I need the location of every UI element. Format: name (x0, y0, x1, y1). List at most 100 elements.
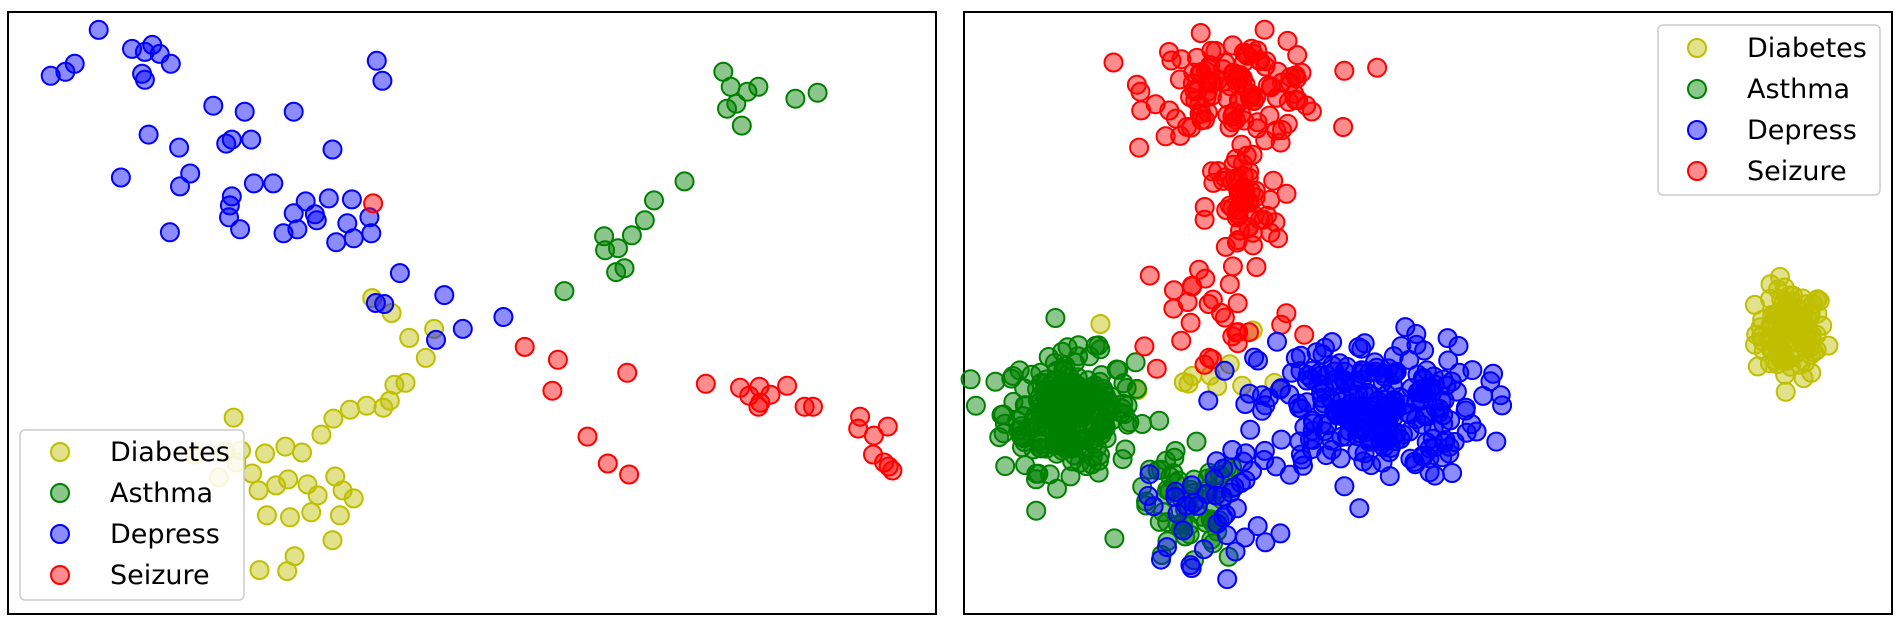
point-seizure (794, 396, 815, 417)
point-asthma (807, 82, 828, 103)
point-depress (159, 222, 180, 243)
point-depress (1139, 464, 1160, 485)
point-seizure (1246, 257, 1267, 277)
point-seizure (1155, 126, 1176, 147)
point-seizure (1146, 358, 1167, 379)
point-asthma (674, 171, 695, 192)
point-depress (234, 101, 255, 122)
point-seizure (1190, 23, 1211, 43)
point-seizure (1286, 68, 1307, 89)
point-depress (1214, 360, 1235, 381)
point-asthma (1059, 367, 1080, 388)
legend-label-diabetes: Diabetes (110, 437, 230, 468)
point-depress (1407, 364, 1428, 385)
point-depress (1225, 541, 1246, 562)
point-asthma (1157, 531, 1178, 552)
point-depress (1193, 539, 1214, 560)
point-asthma (614, 258, 635, 279)
point-depress (1348, 337, 1369, 358)
point-seizure (1334, 60, 1355, 81)
legend-marker-diabetes (50, 442, 70, 462)
point-seizure (760, 384, 781, 405)
point-diabetes (1090, 314, 1111, 334)
point-depress (1216, 525, 1237, 546)
point-asthma (594, 226, 615, 247)
point-asthma (1064, 445, 1085, 466)
point-depress (1292, 449, 1313, 470)
point-depress (1432, 447, 1453, 468)
point-depress (318, 188, 339, 209)
point-seizure (547, 349, 568, 370)
point-asthma (1047, 478, 1067, 499)
point-depress (134, 41, 155, 62)
point-depress (1255, 532, 1276, 553)
point-asthma (1026, 500, 1047, 521)
point-seizure (1240, 84, 1261, 105)
point-asthma (720, 76, 741, 97)
point-depress (1335, 373, 1356, 394)
point-depress (1483, 363, 1504, 384)
point-seizure (1205, 40, 1226, 61)
point-seizure (1208, 161, 1229, 182)
legend-label-asthma: Asthma (110, 478, 213, 509)
point-diabetes (311, 424, 332, 445)
legend-marker-diabetes (1687, 38, 1707, 58)
point-depress (88, 19, 109, 40)
point-seizure (1265, 212, 1286, 233)
point-depress (203, 95, 224, 116)
point-asthma (1104, 528, 1125, 549)
point-asthma (1020, 418, 1041, 439)
point-asthma (995, 456, 1016, 477)
point-seizure (1276, 303, 1297, 324)
point-depress (110, 167, 131, 188)
point-asthma (1116, 378, 1137, 398)
point-depress (1252, 400, 1272, 421)
point-asthma (1089, 450, 1109, 471)
point-asthma (1052, 341, 1073, 362)
point-diabetes (1760, 274, 1781, 295)
point-seizure (363, 193, 384, 214)
point-depress (1226, 498, 1247, 519)
point-asthma (1091, 365, 1112, 386)
point-asthma (1056, 434, 1077, 455)
point-depress (1393, 424, 1413, 445)
point-asthma (1067, 367, 1088, 388)
point-depress (1415, 406, 1436, 427)
point-diabetes (1747, 356, 1768, 377)
point-depress (134, 69, 155, 90)
point-asthma (731, 115, 752, 136)
point-depress (1349, 498, 1370, 519)
point-depress (1410, 388, 1431, 409)
point-diabetes (1182, 365, 1203, 386)
point-seizure (1189, 259, 1209, 280)
point-seizure (1259, 105, 1280, 126)
point-diabetes (255, 443, 275, 464)
point-seizure (1333, 117, 1354, 137)
point-depress (219, 195, 240, 216)
point-seizure (1199, 347, 1219, 368)
point-diabetes (340, 399, 360, 420)
point-depress (1244, 347, 1265, 368)
point-depress (160, 53, 181, 74)
point-depress (1435, 430, 1456, 451)
point-diabetes (1807, 289, 1828, 310)
point-seizure (1268, 228, 1289, 249)
point-seizure (1222, 35, 1243, 56)
point-seizure (1254, 19, 1275, 40)
point-depress (1151, 549, 1171, 570)
point-diabetes (248, 480, 269, 501)
point-depress (1455, 400, 1476, 421)
point-depress (283, 101, 304, 122)
point-asthma (785, 88, 806, 109)
point-diabetes (1776, 350, 1797, 371)
point-diabetes (249, 560, 270, 581)
point-diabetes (399, 327, 420, 348)
point-seizure (1222, 256, 1243, 277)
point-asthma (1060, 466, 1081, 487)
point-depress (1490, 385, 1511, 406)
points-right (960, 19, 1839, 590)
point-seizure (577, 426, 598, 447)
point-depress (1414, 340, 1435, 361)
point-depress (1405, 454, 1426, 475)
point-depress (1390, 387, 1410, 408)
